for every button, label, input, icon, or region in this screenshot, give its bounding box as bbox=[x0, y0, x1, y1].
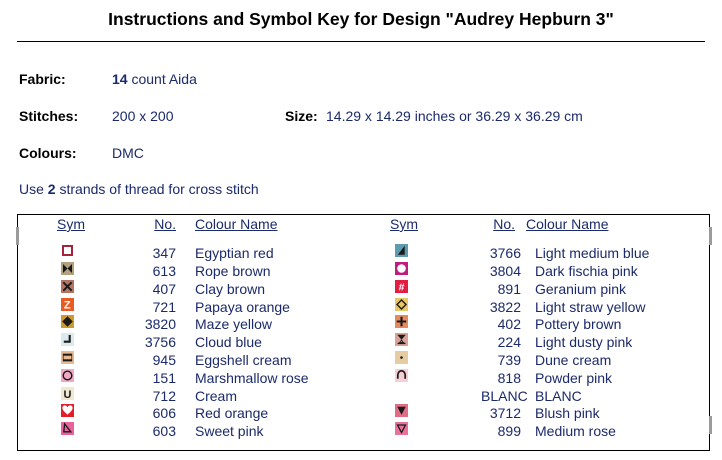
svg-text:#: # bbox=[399, 281, 405, 293]
svg-text:Z: Z bbox=[64, 299, 71, 310]
svg-text:U: U bbox=[64, 389, 72, 400]
